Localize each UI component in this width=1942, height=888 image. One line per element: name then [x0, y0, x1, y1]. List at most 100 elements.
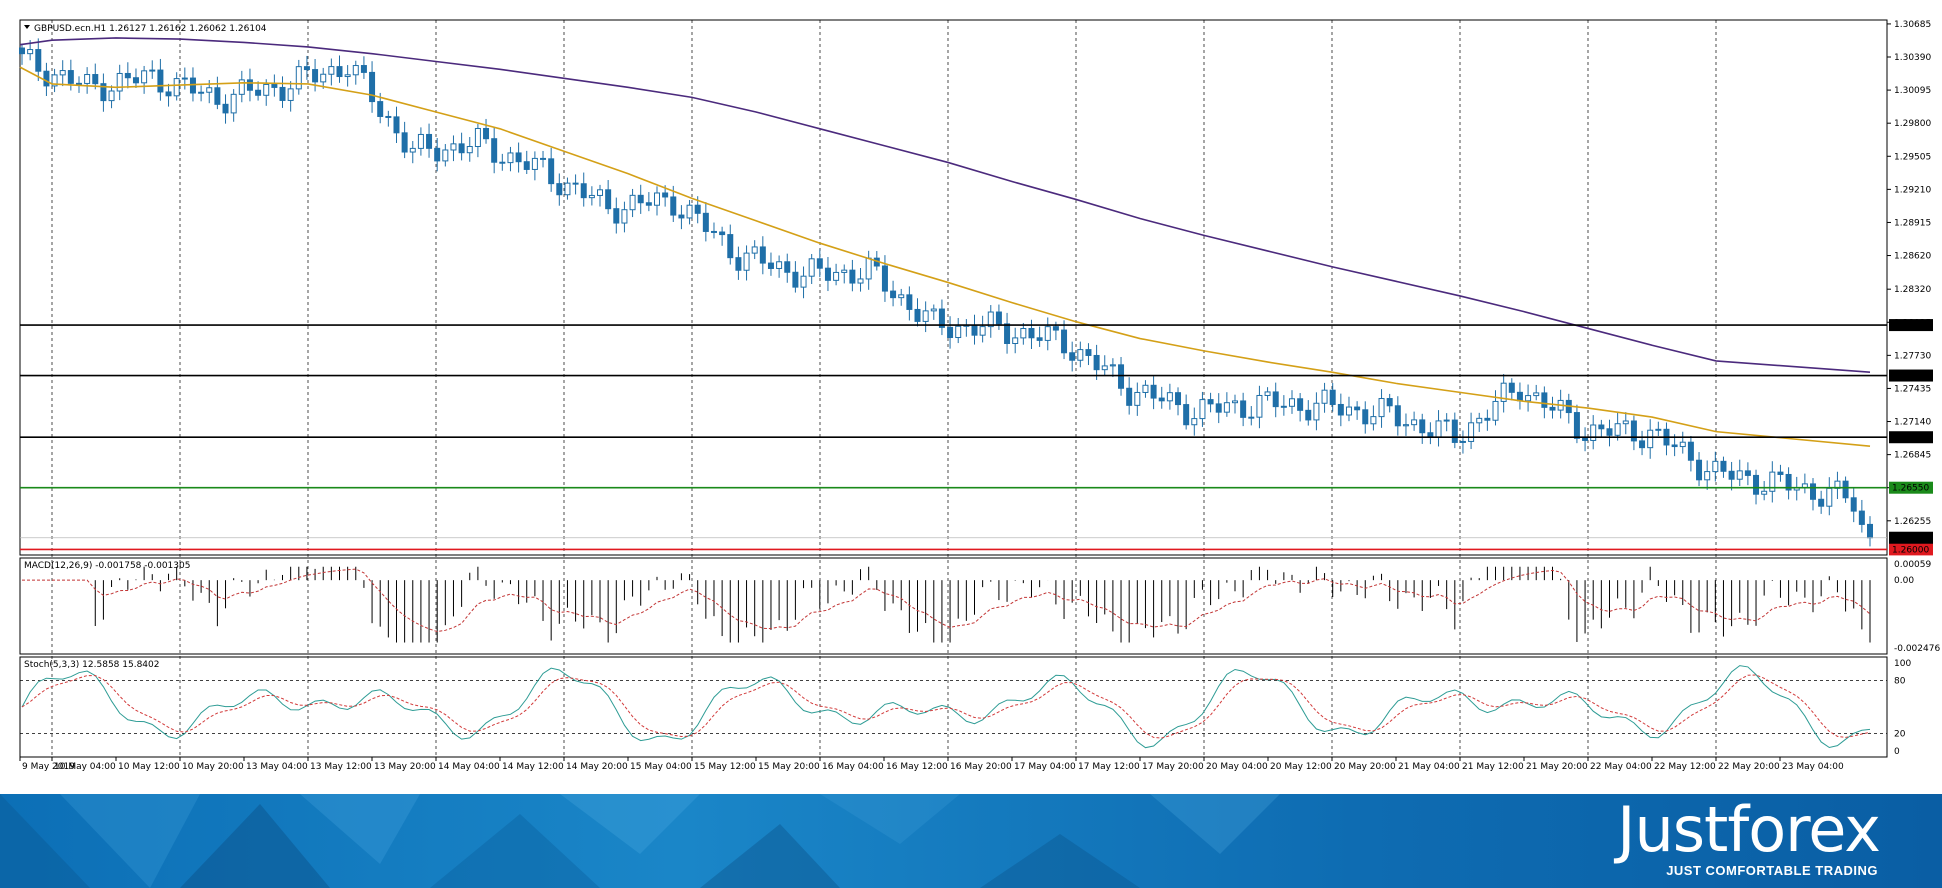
- stoch-panel: [19, 656, 1888, 758]
- candle-body: [483, 127, 490, 140]
- candle-body: [491, 138, 498, 163]
- macd-title: MACD(12,26,9) -0.001758 -0.001305: [24, 561, 190, 571]
- candle-body: [149, 69, 156, 72]
- candle-body: [670, 196, 677, 216]
- candle-body: [222, 103, 229, 114]
- candle-body: [727, 234, 734, 259]
- time-axis-label: 10 May 20:00: [182, 762, 244, 772]
- macd-histogram: [94, 566, 1871, 643]
- candle-body: [377, 101, 384, 117]
- candle-body: [1850, 497, 1857, 512]
- candle-body: [1215, 403, 1222, 413]
- candle-body: [1158, 397, 1165, 402]
- candle-body: [1085, 349, 1092, 356]
- candle-body: [743, 252, 750, 271]
- candle-body: [1394, 405, 1401, 427]
- candle-body: [580, 183, 587, 199]
- candle-body: [564, 182, 571, 196]
- candle-body: [35, 49, 42, 72]
- candle-body: [369, 71, 376, 103]
- candle-body: [434, 147, 441, 162]
- chart-area[interactable]: 1.30685 1.30390 1.30095 1.29800 1.29505 1.292…: [0, 0, 1942, 780]
- candle-body: [605, 189, 612, 210]
- time-axis-label: 22 May 04:00: [1590, 762, 1652, 772]
- candle-body: [540, 157, 547, 160]
- candle-body: [466, 146, 473, 154]
- candle-body: [255, 89, 262, 96]
- macd-scale-label: 0.00059: [1894, 560, 1931, 570]
- candle-body: [1199, 399, 1206, 420]
- candle-body: [165, 91, 172, 97]
- stoch-scale-label: 100: [1894, 659, 1911, 669]
- candle-body: [1280, 405, 1287, 408]
- price-scale-label: 1.29800: [1894, 119, 1931, 129]
- candle-body: [1639, 440, 1646, 449]
- candle-body: [1305, 409, 1312, 421]
- candle-body: [588, 194, 595, 199]
- candle-body: [1427, 432, 1434, 438]
- candle-body: [1590, 424, 1597, 441]
- candle-body: [279, 86, 286, 101]
- time-axis-label: 13 May 12:00: [310, 762, 372, 772]
- price-scale-label: 1.28620: [1894, 252, 1931, 262]
- time-axis-label: 14 May 04:00: [438, 762, 500, 772]
- candle-body: [1736, 470, 1743, 480]
- candle-body: [694, 204, 701, 214]
- stoch-scale-label: 20: [1894, 729, 1906, 739]
- time-axis-label: 21 May 20:00: [1526, 762, 1588, 772]
- candle-body: [947, 326, 954, 339]
- candle-body: [360, 65, 367, 73]
- candle-body: [1207, 399, 1214, 405]
- candle-body: [702, 212, 709, 232]
- candle-body: [214, 87, 221, 105]
- level-price-tag: [1889, 369, 1933, 382]
- candle-body: [1516, 391, 1523, 402]
- candle-body: [621, 209, 628, 224]
- candles-group: [19, 38, 1873, 547]
- candle-body: [181, 77, 188, 80]
- time-axis-label: 23 May 04:00: [1782, 762, 1844, 772]
- candle-body: [1655, 428, 1662, 431]
- candle-body: [352, 65, 359, 76]
- level-price-label: 1.27000: [1892, 433, 1929, 443]
- candle-body: [1126, 387, 1133, 406]
- chart-canvas[interactable]: 1.30685 1.30390 1.30095 1.29800 1.29505 1.292…: [0, 0, 1942, 780]
- candle-body: [92, 74, 99, 85]
- price-scale-label: 1.26255: [1894, 517, 1931, 527]
- candle-body: [653, 192, 660, 206]
- candle-body: [914, 308, 921, 322]
- price-scale-label: 1.27730: [1894, 351, 1931, 361]
- candle-body: [1508, 382, 1515, 393]
- candle-body: [75, 82, 82, 85]
- time-axis-label: 17 May 04:00: [1014, 762, 1076, 772]
- time-axis-label: 21 May 04:00: [1398, 762, 1460, 772]
- candle-body: [1354, 406, 1361, 411]
- price-scale-label: 1.27140: [1894, 418, 1931, 428]
- candle-body: [43, 70, 50, 87]
- candle-body: [246, 79, 253, 91]
- candle-body: [735, 257, 742, 271]
- time-axis-label: 22 May 20:00: [1718, 762, 1780, 772]
- candle-body: [1630, 420, 1637, 442]
- candle-body: [1166, 392, 1173, 402]
- time-axis-label: 15 May 04:00: [630, 762, 692, 772]
- candle-body: [287, 88, 294, 101]
- candle-body: [1004, 323, 1011, 345]
- candle-body: [108, 90, 115, 102]
- candle-body: [51, 74, 58, 87]
- candle-body: [881, 265, 888, 292]
- candle-body: [1614, 423, 1621, 436]
- candle-body: [710, 230, 717, 233]
- candle-body: [1647, 429, 1654, 449]
- candle-body: [442, 149, 449, 162]
- candle-body: [1150, 384, 1157, 399]
- candle-body: [548, 158, 555, 185]
- candle-body: [100, 83, 107, 102]
- candle-body: [1321, 389, 1328, 404]
- candle-body: [1867, 523, 1873, 539]
- candle-body: [385, 115, 392, 118]
- candle-body: [767, 262, 774, 269]
- candle-body: [906, 294, 913, 310]
- candle-body: [1541, 392, 1548, 408]
- candle-body: [556, 183, 563, 196]
